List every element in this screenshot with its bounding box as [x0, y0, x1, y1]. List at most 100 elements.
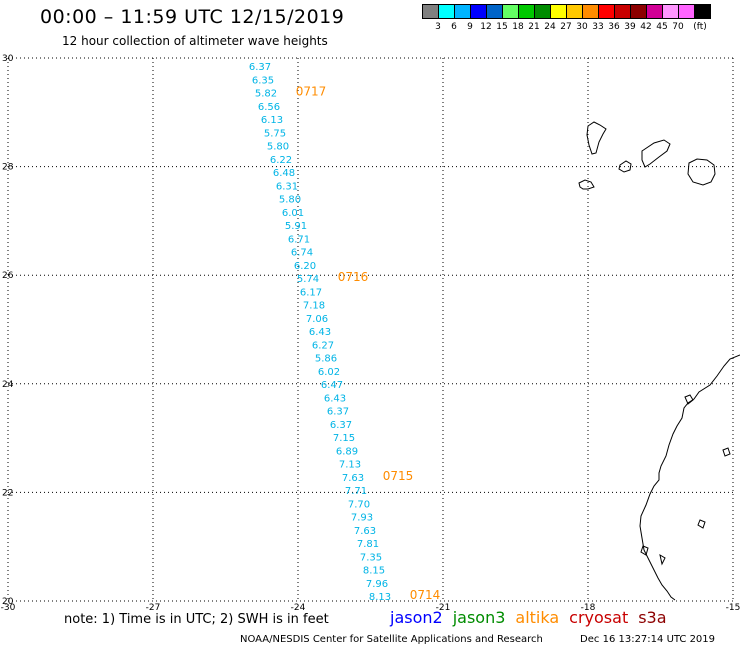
- satellite-legend-item: s3a: [638, 608, 667, 627]
- swh-label: 6.17: [300, 287, 322, 298]
- lon-tick-label: -15: [726, 603, 740, 613]
- coast-detail-3: [697, 519, 706, 529]
- color-scale-label: 45: [656, 22, 668, 32]
- lon-tick-label: -30: [1, 603, 16, 613]
- swh-label: 6.43: [324, 393, 346, 404]
- color-scale-label: 21: [528, 22, 540, 32]
- lon-tick-label: -27: [146, 603, 161, 613]
- swh-label: 7.63: [342, 473, 364, 484]
- swh-label: 7.18: [303, 301, 325, 312]
- island-gomera: [618, 160, 632, 173]
- swh-label: 7.63: [354, 526, 376, 537]
- swh-label: 5.75: [264, 128, 286, 139]
- satellite-legend-item: altika: [515, 608, 560, 627]
- coast-detail-4: [640, 545, 649, 556]
- swh-label: 6.37: [330, 420, 352, 431]
- satellite-legend-item: jason2: [390, 608, 443, 627]
- swh-label: 8.15: [363, 566, 385, 577]
- lon-tick-label: -24: [291, 603, 306, 613]
- lon-tick-label: -21: [436, 603, 451, 613]
- swh-label: 8.13: [369, 592, 391, 603]
- color-scale-label: 12: [480, 22, 492, 32]
- map-subtitle: 12 hour collection of altimeter wave hei…: [62, 34, 328, 48]
- color-scale-label: 42: [640, 22, 652, 32]
- swh-label: 6.02: [318, 367, 340, 378]
- color-scale-label: (ft): [693, 22, 707, 32]
- island-gran-canaria: [687, 158, 716, 186]
- color-scale-label: 6: [451, 22, 457, 32]
- swh-label: 6.31: [276, 181, 298, 192]
- coast-detail-1: [684, 394, 694, 405]
- color-scale-label: 33: [592, 22, 604, 32]
- color-scale-label: 24: [544, 22, 556, 32]
- swh-label: 6.22: [270, 155, 292, 166]
- swh-label: 6.56: [258, 102, 280, 113]
- lat-tick-label: 24: [2, 380, 14, 390]
- swh-label: 6.89: [336, 446, 358, 457]
- swh-label: 6.43: [309, 327, 331, 338]
- time-label: 0717: [296, 85, 327, 99]
- color-scale-label: 39: [624, 22, 636, 32]
- swh-labels: 6.37 6.35 5.82 6.56 6.13 5.75 5.80 6.22 6.48 6.31…: [249, 62, 440, 603]
- swh-label: 6.27: [312, 340, 334, 351]
- swh-label: 5.80: [279, 195, 301, 206]
- lat-tick-label: 28: [2, 163, 14, 173]
- color-scale-label: 9: [467, 22, 473, 32]
- swh-label: 6.74: [291, 248, 313, 259]
- color-scale-label: 3: [435, 22, 441, 32]
- time-label: 0715: [383, 469, 414, 483]
- color-swatch: [694, 4, 711, 19]
- lat-lon-grid: [7, 57, 734, 602]
- swh-label: 7.15: [333, 433, 355, 444]
- satellite-legend: jason2 jason3 altika cryosat s3a: [390, 608, 677, 627]
- satellite-legend-item: jason3: [452, 608, 506, 627]
- swh-label: 6.01: [282, 208, 304, 219]
- lat-tick-label: 30: [2, 54, 14, 64]
- swh-label: 6.35: [252, 75, 274, 86]
- island-tenerife: [641, 139, 671, 168]
- lon-tick-label: -18: [581, 603, 596, 613]
- coast-detail-2: [722, 447, 731, 457]
- swh-label: 6.37: [249, 62, 271, 73]
- note-text: note: 1) Time is in UTC; 2) SWH is in fe…: [64, 612, 329, 627]
- coast-detail-5: [659, 553, 666, 566]
- lat-tick-label: 22: [2, 488, 13, 498]
- african-coast: [639, 354, 740, 601]
- swh-label: 6.20: [294, 261, 316, 272]
- color-scale-legend: [422, 4, 711, 19]
- credit-line: NOAA/NESDIS Center for Satellite Applica…: [240, 634, 715, 645]
- swh-label: 7.81: [357, 539, 379, 550]
- swh-label: 7.70: [348, 499, 370, 510]
- swh-label: 5.86: [315, 354, 337, 365]
- time-label: 0714: [410, 588, 441, 602]
- island-la-palma: [586, 121, 607, 155]
- coastline: [578, 121, 740, 601]
- swh-label: 7.71: [345, 486, 367, 497]
- swh-label: 6.71: [288, 234, 310, 245]
- island-hierro: [578, 179, 595, 190]
- swh-label: 7.13: [339, 460, 361, 471]
- swh-label: 7.06: [306, 314, 328, 325]
- color-scale-label: 36: [608, 22, 620, 32]
- lat-tick-label: 26: [2, 271, 14, 281]
- swh-label: 6.13: [261, 115, 283, 126]
- time-label: 0716: [338, 270, 369, 284]
- credit-text: NOAA/NESDIS Center for Satellite Applica…: [240, 634, 543, 645]
- satellite-legend-item: cryosat: [569, 608, 629, 627]
- swh-label: 5.91: [285, 221, 307, 232]
- color-scale-labels: 3 6 9 12 15 18 21 24 27 30 33 36 39 42 45 70 (ft): [422, 22, 740, 34]
- swh-label: 6.37: [327, 407, 349, 418]
- swh-label: 6.47: [321, 380, 343, 391]
- swh-label: 7.35: [360, 552, 382, 563]
- color-scale-label: 70: [672, 22, 684, 32]
- color-scale-label: 27: [560, 22, 572, 32]
- map-title: 00:00 – 11:59 UTC 12/15/2019: [40, 6, 345, 28]
- color-scale-label: 18: [512, 22, 524, 32]
- axis-labels: -30 -27 -24 -21 -18 -15 20 22 24 26 28 30: [1, 54, 740, 613]
- lat-tick-label: 20: [2, 597, 14, 607]
- swh-label: 7.96: [366, 579, 388, 590]
- color-scale-label: 30: [576, 22, 588, 32]
- swh-label: 5.80: [267, 142, 289, 153]
- swh-label: 6.48: [273, 168, 295, 179]
